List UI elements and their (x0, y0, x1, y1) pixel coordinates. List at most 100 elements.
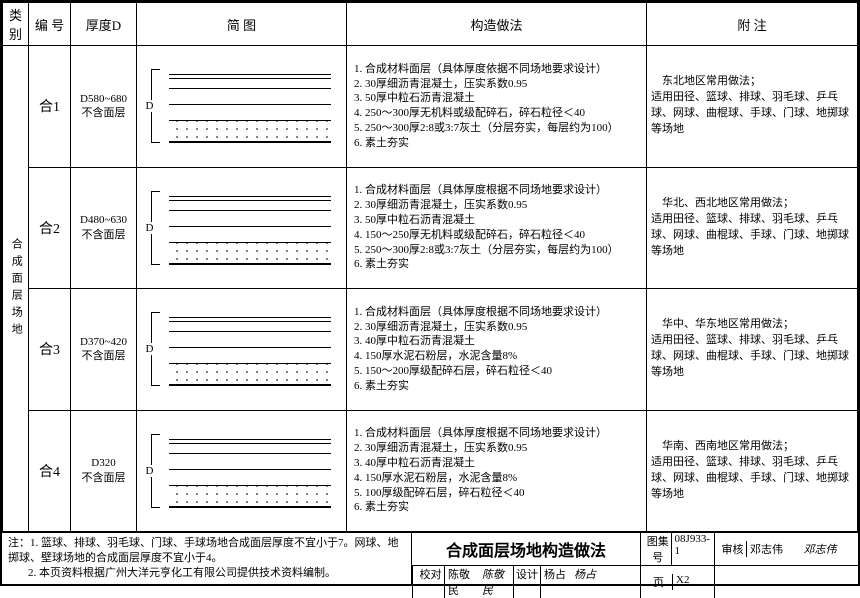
figure-cell: D (137, 410, 347, 532)
method-step: 50厚中粒石沥青混凝土 (365, 213, 642, 228)
method-step: 250～300厚2:8或3:7灰土（分层夯实，每层约为100） (365, 243, 642, 258)
layer-line (169, 211, 331, 227)
construction-table: 类别 编 号 厚度D 简 图 构造做法 附 注 合成面层场地合1D580~680… (2, 2, 858, 532)
check-design-cell: 校对 陈敬民 陈敬民 设计 杨占 杨占 (412, 566, 640, 598)
thickness-cell: D480~630不含面层 (71, 167, 137, 289)
figure-cell: D (137, 46, 347, 168)
layer-soil (169, 364, 331, 386)
page-cell: 页X2 (640, 566, 714, 598)
table-row: 合2D480~630不含面层 D 合成材料面层（具体厚度根据不同场地要求设计）30厚… (3, 167, 858, 289)
method-step: 素土夯实 (365, 379, 642, 394)
method-list: 合成材料面层（具体厚度依据不同场地要求设计）30厚细沥青混凝土，压实系数0.95… (365, 62, 642, 151)
method-step: 30厚细沥青混凝土，压实系数0.95 (365, 441, 642, 456)
figure-cell: D (137, 167, 347, 289)
page-root: 类别 编 号 厚度D 简 图 构造做法 附 注 合成面层场地合1D580~680… (0, 0, 860, 586)
method-step: 50厚中粒石沥青混凝土 (365, 91, 642, 106)
layer-line (169, 322, 331, 332)
layer-diagram: D (147, 185, 337, 271)
drawing-title: 合成面层场地构造做法 (412, 533, 640, 566)
layer-soil (169, 121, 331, 143)
review-cell: 审核邓志伟邓志伟 (714, 533, 858, 566)
layer-line (169, 348, 331, 364)
code-cell: 合4 (29, 410, 71, 532)
layer-diagram: D (147, 63, 337, 149)
table-row: 合成面层场地合1D580~680不含面层D合成材料面层（具体厚度依据不同场地要求… (3, 46, 858, 168)
header-category: 类别 (3, 3, 29, 46)
method-step: 150厚水泥石粉层，水泥含量8% (365, 471, 642, 486)
layer-line (169, 444, 331, 454)
layer-line (169, 227, 331, 243)
footnote-2: 本页资料根据广州大洋元亨化工有限公司提供技术资料编制。 (39, 567, 336, 579)
footnotes-label: 注： (8, 537, 30, 549)
footnotes: 注：1. 篮球、排球、羽毛球、门球、手球场地合成面层厚度不宜小于7。网球、地掷球… (2, 533, 412, 584)
method-step: 100厚级配碎石层，碎石粒径＜40 (365, 486, 642, 501)
method-step: 250～300厚2:8或3:7灰土（分层夯实，每层约为100） (365, 121, 642, 136)
method-step: 合成材料面层（具体厚度依据不同场地要求设计） (365, 62, 642, 77)
note-cell: 华南、西南地区常用做法；适用田径、篮球、排球、羽毛球、乒乓球、网球、曲棍球、手球… (647, 410, 858, 532)
method-step: 合成材料面层（具体厚度根据不同场地要求设计） (365, 183, 642, 198)
layer-line (169, 454, 331, 470)
table-body: 合成面层场地合1D580~680不含面层 D 合成材料面层（具体厚度依据不同场地要求… (3, 46, 858, 532)
method-step: 150厚水泥石粉层，水泥含量8% (365, 349, 642, 364)
layer-soil (169, 486, 331, 508)
method-step: 40厚中粒石沥青混凝土 (365, 456, 642, 471)
method-step: 素土夯实 (365, 500, 642, 515)
layer-line (169, 201, 331, 211)
method-step: 30厚细沥青混凝土，压实系数0.95 (365, 320, 642, 335)
footnote-1: 篮球、排球、羽毛球、门球、手球场地合成面层厚度不宜小于7。网球、地掷球、壁球场地… (8, 537, 399, 564)
layer-soil (169, 243, 331, 265)
figure-cell: D (137, 289, 347, 411)
header-code: 编 号 (29, 3, 71, 46)
layer-stack (169, 191, 331, 265)
table-row: 合4D320不含面层 D 合成材料面层（具体厚度根据不同场地要求设计）30厚细沥青混… (3, 410, 858, 532)
blank-cell (714, 566, 858, 598)
method-step: 150～250厚无机料或级配碎石，碎石粒径＜40 (365, 228, 642, 243)
table-row: 合3D370~420不含面层 D 合成材料面层（具体厚度根据不同场地要求设计）30厚… (3, 289, 858, 411)
header-figure: 简 图 (137, 3, 347, 46)
layer-diagram: D (147, 428, 337, 514)
code-cell: 合2 (29, 167, 71, 289)
layer-line (169, 332, 331, 348)
layer-line (169, 79, 331, 89)
layer-stack (169, 312, 331, 386)
layer-line (169, 105, 331, 121)
dimension-label: D (145, 100, 155, 112)
method-cell: 合成材料面层（具体厚度根据不同场地要求设计）30厚细沥青混凝土，压实系数0.95… (347, 289, 647, 411)
layer-line (169, 89, 331, 105)
dimension-label: D (145, 222, 155, 234)
dimension-label: D (145, 343, 155, 355)
title-block: 合成面层场地构造做法 图集号08J933-1 审核邓志伟邓志伟 校对 陈敬民 陈… (412, 533, 858, 584)
method-step: 150～200厚级配碎石层，碎石粒径＜40 (365, 364, 642, 379)
footer: 注：1. 篮球、排球、羽毛球、门球、手球场地合成面层厚度不宜小于7。网球、地掷球… (2, 532, 858, 584)
method-list: 合成材料面层（具体厚度根据不同场地要求设计）30厚细沥青混凝土，压实系数0.95… (365, 305, 642, 394)
layer-diagram: D (147, 306, 337, 392)
method-list: 合成材料面层（具体厚度根据不同场地要求设计）30厚细沥青混凝土，压实系数0.95… (365, 426, 642, 515)
method-cell: 合成材料面层（具体厚度依据不同场地要求设计）30厚细沥青混凝土，压实系数0.95… (347, 46, 647, 168)
layer-stack (169, 69, 331, 143)
method-step: 30厚细沥青混凝土，压实系数0.95 (365, 198, 642, 213)
method-list: 合成材料面层（具体厚度根据不同场地要求设计）30厚细沥青混凝土，压实系数0.95… (365, 183, 642, 272)
code-cell: 合1 (29, 46, 71, 168)
code-cell: 合3 (29, 289, 71, 411)
table-header-row: 类别 编 号 厚度D 简 图 构造做法 附 注 (3, 3, 858, 46)
thickness-cell: D580~680不含面层 (71, 46, 137, 168)
thickness-cell: D320不含面层 (71, 410, 137, 532)
header-method: 构造做法 (347, 3, 647, 46)
method-step: 30厚细沥青混凝土，压实系数0.95 (365, 77, 642, 92)
header-note: 附 注 (647, 3, 858, 46)
note-cell: 东北地区常用做法；适用田径、篮球、排球、羽毛球、乒乓球、网球、曲棍球、手球、门球… (647, 46, 858, 168)
atlas-cell: 图集号08J933-1 (640, 533, 714, 566)
thickness-cell: D370~420不含面层 (71, 289, 137, 411)
method-step: 合成材料面层（具体厚度根据不同场地要求设计） (365, 426, 642, 441)
header-thickness: 厚度D (71, 3, 137, 46)
method-step: 素土夯实 (365, 136, 642, 151)
method-cell: 合成材料面层（具体厚度根据不同场地要求设计）30厚细沥青混凝土，压实系数0.95… (347, 167, 647, 289)
category-cell: 合成面层场地 (3, 46, 29, 532)
method-step: 素土夯实 (365, 257, 642, 272)
dimension-label: D (145, 465, 155, 477)
note-cell: 华中、华东地区常用做法；适用田径、篮球、排球、羽毛球、乒乓球、网球、曲棍球、手球… (647, 289, 858, 411)
layer-line (169, 470, 331, 486)
note-cell: 华北、西北地区常用做法；适用田径、篮球、排球、羽毛球、乒乓球、网球、曲棍球、手球… (647, 167, 858, 289)
method-step: 合成材料面层（具体厚度根据不同场地要求设计） (365, 305, 642, 320)
method-cell: 合成材料面层（具体厚度根据不同场地要求设计）30厚细沥青混凝土，压实系数0.95… (347, 410, 647, 532)
